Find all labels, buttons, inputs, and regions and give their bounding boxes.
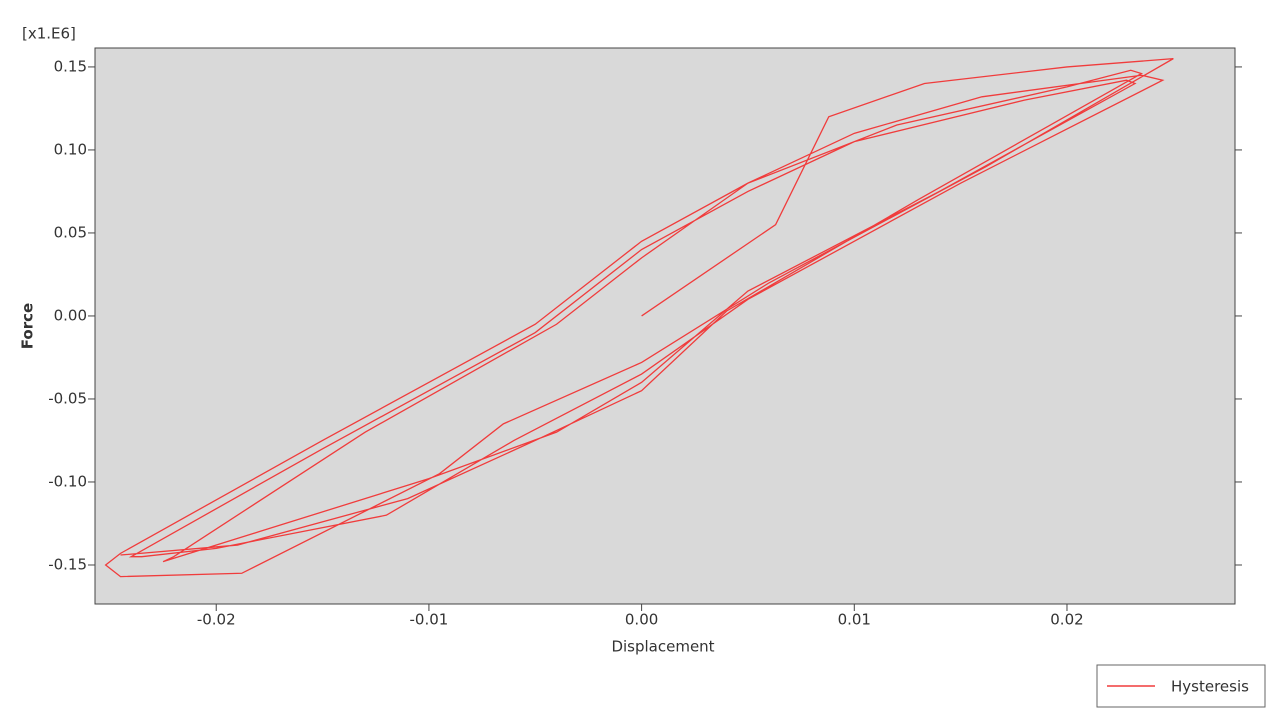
y-tick-label: 0.10	[54, 140, 87, 158]
x-tick-label: 0.00	[625, 611, 658, 629]
y-tick-label: 0.15	[54, 57, 87, 75]
x-tick-label: -0.01	[410, 611, 449, 629]
data-line	[104, 57, 1174, 578]
x-tick-label: -0.02	[197, 611, 236, 629]
x-axis-label: Displacement	[611, 638, 714, 656]
x-tick-label: 0.02	[1050, 611, 1083, 629]
y-tick-label: 0.05	[54, 223, 87, 241]
y-tick-label: -0.15	[48, 555, 87, 573]
plot-area	[94, 47, 1236, 605]
y-axis-label: Force	[19, 303, 37, 349]
y-multiplier: [x1.E6]	[22, 25, 76, 43]
x-tick-label: 0.01	[838, 611, 871, 629]
y-tick-label: 0.00	[54, 306, 87, 324]
y-tick-label: -0.05	[48, 389, 87, 407]
y-tick-label: -0.10	[48, 472, 87, 490]
legend-label: Hysteresis	[1171, 678, 1249, 696]
